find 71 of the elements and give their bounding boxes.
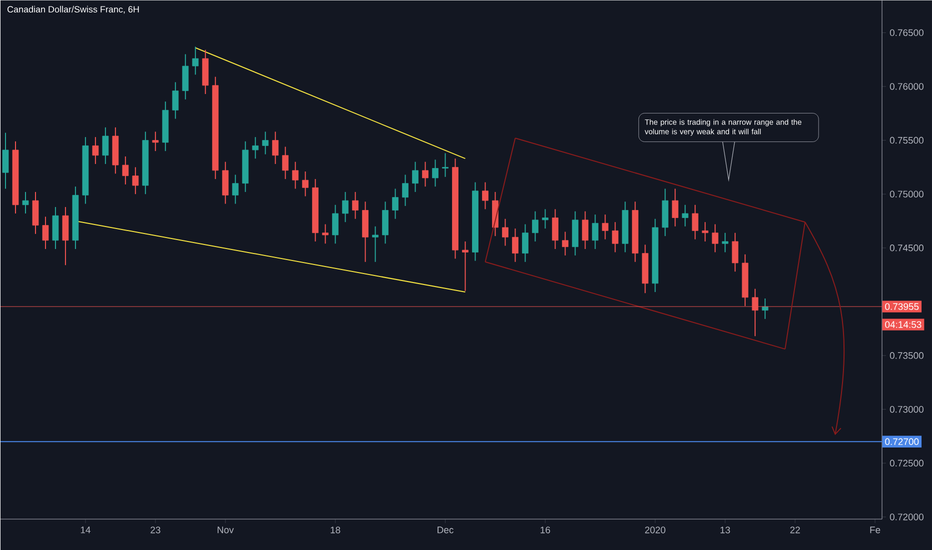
candlestick <box>252 136 259 160</box>
x-tick-label: 2020 <box>645 526 666 534</box>
candlestick <box>442 152 448 178</box>
y-tick-label: 0.72500 <box>890 460 924 466</box>
candlestick <box>342 191 349 223</box>
candlestick <box>602 214 608 240</box>
y-tick-label: 0.76500 <box>890 29 924 36</box>
candlestick <box>732 232 738 272</box>
y-tick-label: 0.75500 <box>890 136 924 144</box>
x-tick-label: 13 <box>720 526 730 534</box>
candlestick <box>692 204 698 240</box>
candlestick <box>302 170 309 197</box>
candlestick <box>552 208 558 250</box>
candlestick <box>102 126 109 164</box>
y-tick-label: 0.76000 <box>890 83 924 90</box>
candlestick <box>92 136 99 164</box>
x-tick-label: Fe <box>870 526 880 534</box>
x-tick-label: Nov <box>218 526 234 534</box>
candlestick <box>322 224 329 244</box>
candlestick <box>592 214 598 250</box>
text: 04:14:53 <box>885 321 922 328</box>
candlestick <box>582 210 588 250</box>
y-tick-label: 0.74500 <box>890 244 924 252</box>
candlestick <box>352 191 359 220</box>
y-tick-label: 0.73500 <box>890 352 924 359</box>
candlestick <box>262 131 269 155</box>
candlestick <box>122 156 129 185</box>
candlestick <box>522 224 528 262</box>
candlestick <box>402 174 408 206</box>
x-tick-label: 16 <box>540 526 550 534</box>
candlestick <box>432 159 438 188</box>
candlestick <box>372 226 379 262</box>
candlestick <box>672 188 678 227</box>
candlestick <box>22 191 29 214</box>
x-tick-label: 14 <box>80 526 90 534</box>
candlestick <box>232 174 239 204</box>
candlestick <box>532 210 538 242</box>
candlestick <box>712 224 718 253</box>
candlestick <box>542 208 548 229</box>
candlestick <box>272 131 279 164</box>
candlestick <box>562 231 568 256</box>
candlestick <box>722 232 728 253</box>
candlestick <box>612 222 618 253</box>
candlestick <box>282 146 289 180</box>
x-tick-label: 23 <box>150 526 160 534</box>
y-tick-label: 0.72000 <box>890 514 924 520</box>
candlestick <box>332 204 339 244</box>
candlestick <box>152 131 159 152</box>
x-tick-label: 18 <box>330 526 340 534</box>
ref-line-label: 0.72700 <box>885 438 919 445</box>
candlestick <box>462 240 468 292</box>
candlestick <box>192 46 199 76</box>
x-tick-label: Dec <box>438 526 454 534</box>
candlestick <box>392 188 398 220</box>
candlestick <box>412 161 418 192</box>
candlestick <box>502 218 508 246</box>
candlestick <box>2 132 9 190</box>
y-tick-label: 0.73000 <box>890 406 924 413</box>
candlestick <box>172 82 179 120</box>
candlestick <box>132 166 139 195</box>
candlestick <box>42 216 49 250</box>
text: Canadian Dollar/Swiss Franc, 6H <box>7 6 139 14</box>
candlestick <box>292 161 299 190</box>
ref-line-label: 0.73955 <box>885 303 919 310</box>
candlestick <box>422 161 428 188</box>
candlestick <box>702 222 708 242</box>
candlestick <box>682 204 688 227</box>
y-tick-label: 0.75000 <box>890 190 924 198</box>
candlestick <box>512 228 518 262</box>
x-tick-label: 22 <box>790 526 800 534</box>
candlestick <box>482 182 488 210</box>
